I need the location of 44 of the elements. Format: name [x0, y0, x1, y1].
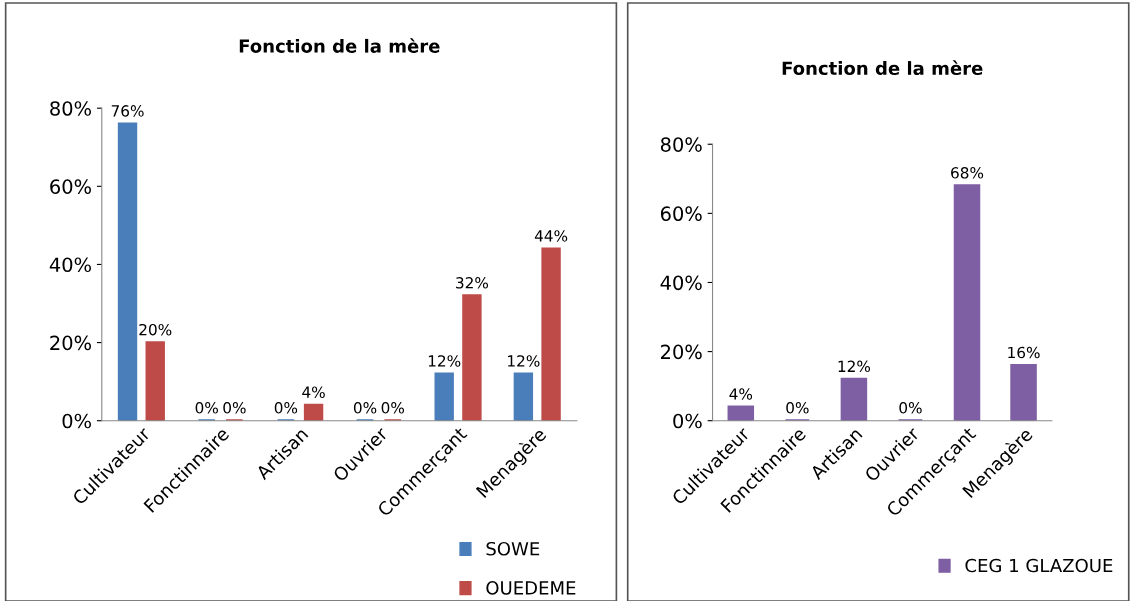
data-label: 12%	[838, 360, 871, 373]
data-label: 16%	[1008, 346, 1040, 359]
y-tick-label: 60%	[660, 206, 702, 222]
y-tick-label: 40%	[49, 257, 91, 273]
y-tick-label: 20%	[661, 344, 702, 360]
bar	[117, 122, 138, 421]
data-label: 4%	[302, 386, 325, 398]
bar	[727, 405, 755, 421]
chart-title: Fonction de la mère	[782, 60, 983, 76]
data-label: 76%	[111, 105, 144, 117]
bar	[541, 247, 561, 421]
data-label: 0%	[195, 402, 218, 414]
y-tick-label: 80%	[660, 137, 702, 152]
y-tick-label: 60%	[50, 179, 91, 194]
data-label: 0%	[223, 402, 246, 414]
data-label: 32%	[456, 277, 489, 289]
bar	[145, 341, 165, 421]
data-label: 68%	[951, 167, 984, 179]
y-tick-label: 0%	[673, 413, 702, 429]
data-label: 0%	[899, 402, 922, 414]
bar	[462, 294, 482, 421]
bar	[953, 184, 981, 421]
bar	[840, 377, 868, 421]
data-label: 12%	[428, 355, 461, 367]
y-tick-label: 40%	[660, 275, 702, 291]
data-label: 12%	[508, 355, 540, 367]
legend-label: SOWE	[486, 541, 540, 556]
data-label: 0%	[274, 402, 298, 414]
chart-title: Fonction de la mère	[239, 38, 440, 53]
y-tick-label: 80%	[50, 101, 91, 116]
legend-label: OUEDEME	[486, 581, 576, 595]
legend-label: CEG 1 GLAZOUE	[965, 558, 1113, 573]
data-label: 0%	[353, 402, 377, 414]
data-label: 0%	[381, 402, 405, 414]
bar	[303, 403, 324, 421]
data-label: 0%	[786, 402, 809, 414]
data-label: 4%	[729, 388, 753, 400]
bar	[513, 372, 534, 421]
bar	[1010, 364, 1037, 421]
y-tick-label: 0%	[62, 413, 91, 429]
data-label: 20%	[139, 323, 172, 336]
y-tick-label: 20%	[50, 335, 91, 351]
bar	[434, 372, 454, 421]
data-label: 44%	[534, 230, 568, 242]
